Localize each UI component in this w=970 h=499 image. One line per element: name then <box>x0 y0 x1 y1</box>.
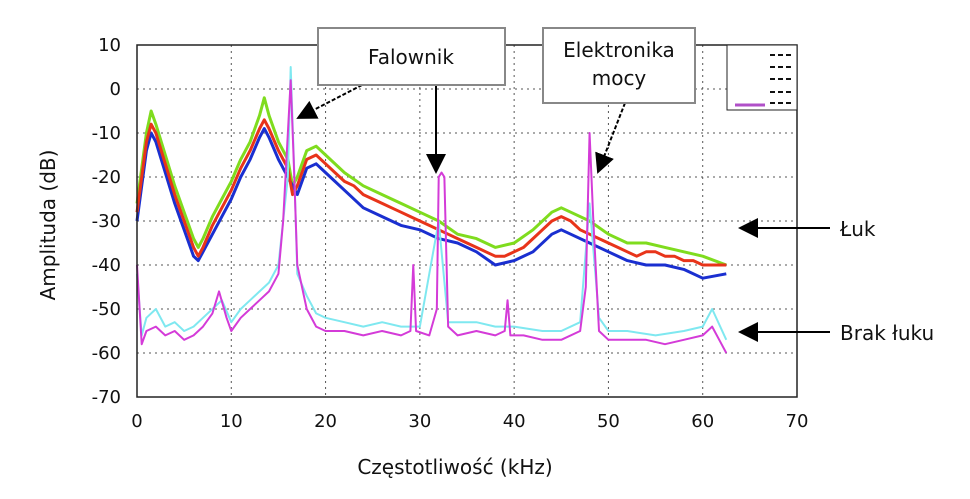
x-tick-label: 60 <box>691 411 714 432</box>
tick-labels: 0 10 20 30 40 50 60 70 10 0 -10 -20 -30 -40 -50 -60 -70 <box>92 35 809 432</box>
x-tick-label: 0 <box>131 411 142 432</box>
annotation-elektronika-mocy: Elektronika mocy <box>563 38 675 90</box>
y-tick-label: 0 <box>110 79 121 100</box>
y-axis-label: Amplituda (dB) <box>36 150 60 301</box>
series-line-0 <box>135 96 727 267</box>
series-line-3 <box>136 66 728 341</box>
x-axis-label: Częstotliwość (kHz) <box>357 455 552 479</box>
series-group <box>135 66 728 354</box>
y-tick-label: -70 <box>92 387 121 408</box>
series-line-2 <box>135 118 727 267</box>
y-tick-label: -40 <box>92 255 121 276</box>
annotation-box-elektronika <box>542 27 696 104</box>
annotation-box-falownik <box>317 27 506 86</box>
x-tick-label: 40 <box>503 411 526 432</box>
x-tick-label: 20 <box>314 411 337 432</box>
annotation-luk: Łuk <box>839 217 876 241</box>
x-tick-label: 50 <box>597 411 620 432</box>
series-line-4 <box>136 79 728 354</box>
y-tick-label: -20 <box>92 167 121 188</box>
series-line-1 <box>135 127 727 280</box>
legend <box>726 44 798 111</box>
annotation-falownik: Falownik <box>368 45 454 69</box>
annotations <box>296 84 830 342</box>
x-tick-label: 10 <box>220 411 243 432</box>
y-tick-label: -10 <box>92 123 121 144</box>
x-tick-label: 30 <box>408 411 431 432</box>
y-tick-label: -50 <box>92 299 121 320</box>
y-tick-label: 10 <box>98 35 121 56</box>
annotation-brak-luku: Brak łuku <box>840 321 934 345</box>
grid <box>136 44 798 398</box>
x-tick-label: 70 <box>786 411 809 432</box>
y-tick-label: -60 <box>92 343 121 364</box>
y-tick-label: -30 <box>92 211 121 232</box>
